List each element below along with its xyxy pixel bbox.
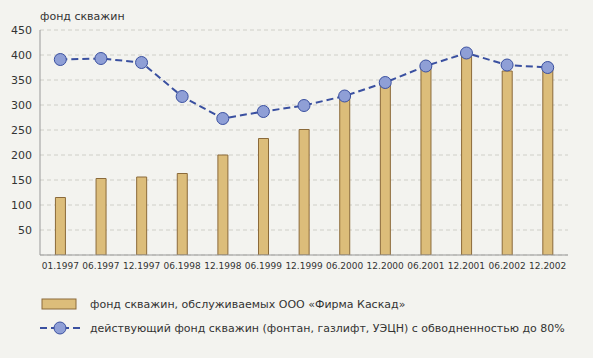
svg-text:06.2001: 06.2001 — [407, 261, 444, 271]
svg-text:300: 300 — [11, 99, 32, 112]
svg-text:150: 150 — [11, 174, 32, 187]
svg-text:12.1997: 12.1997 — [123, 261, 160, 271]
svg-text:06.2000: 06.2000 — [326, 261, 363, 271]
svg-text:12.2000: 12.2000 — [367, 261, 404, 271]
svg-text:12.1998: 12.1998 — [204, 261, 241, 271]
html-text:фонд скважин: фонд скважин — [40, 10, 125, 23]
svg-text:50: 50 — [18, 224, 32, 237]
svg-text:350: 350 — [11, 74, 32, 87]
svg-text:06.2002: 06.2002 — [488, 261, 525, 271]
svg-text:06.1997: 06.1997 — [82, 261, 119, 271]
svg-text:12.2002: 12.2002 — [529, 261, 566, 271]
svg-text:450: 450 — [11, 24, 32, 37]
svg-text:250: 250 — [11, 124, 32, 137]
svg-text:12.1999: 12.1999 — [285, 261, 322, 271]
svg-text:12.2001: 12.2001 — [448, 261, 485, 271]
svg-text:06.1999: 06.1999 — [245, 261, 282, 271]
html-text:действующий фонд скважин (фонт: действующий фонд скважин (фонтан, газлиф… — [90, 321, 565, 335]
svg-text:200: 200 — [11, 149, 32, 162]
svg-text:01.1997: 01.1997 — [42, 261, 79, 271]
svg-text:400: 400 — [11, 49, 32, 62]
svg-text:100: 100 — [11, 199, 32, 212]
svg-text:06.1998: 06.1998 — [164, 261, 201, 271]
html-text:фонд скважин, обслуживаемых ОО: фонд скважин, обслуживаемых ООО «Фирма К… — [90, 297, 406, 311]
